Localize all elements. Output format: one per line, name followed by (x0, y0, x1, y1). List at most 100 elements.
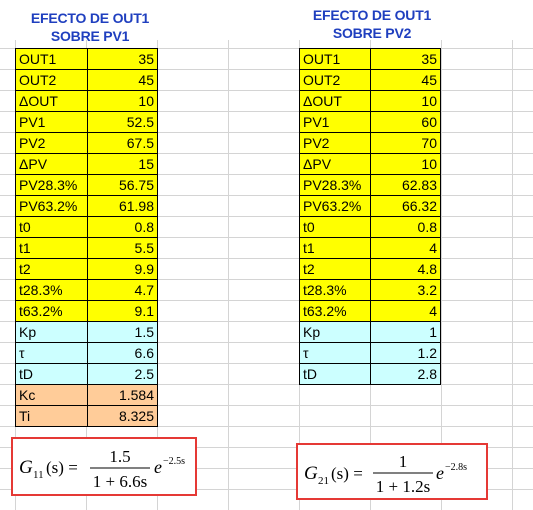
right-table-row: ΔPV 10 (299, 153, 442, 175)
parameter-label-cell[interactable]: PV1 (15, 111, 88, 133)
parameter-value-cell[interactable]: 9.9 (86, 258, 159, 280)
parameter-value-cell[interactable]: 2.8 (369, 363, 442, 385)
parameter-label-cell[interactable]: OUT1 (15, 48, 88, 70)
left-formula-exp-power: −2.5s (163, 456, 185, 467)
parameter-label-cell[interactable]: PV28.3% (15, 174, 88, 196)
parameter-value-cell[interactable]: 35 (86, 48, 159, 70)
parameter-label-cell[interactable]: t63.2% (15, 300, 88, 322)
right-table-row: PV1 60 (299, 111, 442, 133)
right-transfer-function: G 21 (s) = 1 1 + 1.2s e −2.8s (304, 452, 467, 496)
parameter-value-cell[interactable]: 1.5 (86, 321, 159, 343)
parameter-value-cell[interactable]: 61.98 (86, 195, 159, 217)
parameter-label-cell[interactable]: t1 (299, 237, 371, 259)
parameter-value-cell[interactable]: 3.2 (369, 279, 442, 301)
parameter-value-cell[interactable]: 60 (369, 111, 442, 133)
parameter-label-cell[interactable]: PV2 (15, 132, 88, 154)
left-title: EFECTO DE OUT1 SOBRE PV1 (14, 9, 166, 45)
parameter-value-cell[interactable]: 67.5 (86, 132, 159, 154)
left-table-row: Kp 1.5 (15, 321, 159, 343)
parameter-label-cell[interactable]: PV28.3% (299, 174, 371, 196)
parameter-value-cell[interactable]: 15 (86, 153, 159, 175)
parameter-label-cell[interactable]: PV2 (299, 132, 371, 154)
right-title-line2: SOBRE PV2 (332, 25, 412, 41)
parameter-label-cell[interactable]: t28.3% (15, 279, 88, 301)
parameter-label-cell[interactable]: Kc (15, 384, 88, 406)
parameter-label-cell[interactable]: ΔPV (299, 153, 371, 175)
parameter-value-cell[interactable]: 45 (86, 69, 159, 91)
left-table-row: t2 9.9 (15, 258, 159, 280)
left-title-line1: EFECTO DE OUT1 (30, 10, 150, 26)
parameter-value-cell[interactable]: 66.32 (369, 195, 442, 217)
left-parameter-table: OUT1 35 OUT2 45 ΔOUT 10 PV1 52.5 PV2 67.5 ΔPV 15 PV2… (15, 48, 159, 427)
parameter-label-cell[interactable]: ΔOUT (299, 90, 371, 112)
parameter-label-cell[interactable]: τ (15, 342, 88, 364)
parameter-value-cell[interactable]: 1.2 (369, 342, 442, 364)
left-table-row: tD 2.5 (15, 363, 159, 385)
right-table-row: t63.2% 4 (299, 300, 442, 322)
parameter-value-cell[interactable]: 45 (369, 69, 442, 91)
left-table-row: PV2 67.5 (15, 132, 159, 154)
parameter-value-cell[interactable]: 4.8 (369, 258, 442, 280)
parameter-value-cell[interactable]: 56.75 (86, 174, 159, 196)
parameter-value-cell[interactable]: 10 (369, 153, 442, 175)
parameter-label-cell[interactable]: OUT2 (15, 69, 88, 91)
parameter-label-cell[interactable]: t28.3% (299, 279, 371, 301)
right-table-row: OUT2 45 (299, 69, 442, 91)
parameter-label-cell[interactable]: tD (299, 363, 371, 385)
parameter-label-cell[interactable]: t1 (15, 237, 88, 259)
parameter-label-cell[interactable]: t0 (299, 216, 371, 238)
left-table-row: t28.3% 4.7 (15, 279, 159, 301)
parameter-value-cell[interactable]: 1 (369, 321, 442, 343)
right-table-row: OUT1 35 (299, 48, 442, 70)
parameter-value-cell[interactable]: 8.325 (86, 405, 159, 427)
parameter-label-cell[interactable]: PV1 (299, 111, 371, 133)
parameter-value-cell[interactable]: 10 (86, 90, 159, 112)
left-formula-denominator: 1 + 6.6s (93, 472, 147, 491)
parameter-label-cell[interactable]: t63.2% (299, 300, 371, 322)
right-formula-subscript: 21 (318, 475, 329, 487)
left-table-row: OUT2 45 (15, 69, 159, 91)
parameter-value-cell[interactable]: 2.5 (86, 363, 159, 385)
left-table-row: Kc 1.584 (15, 384, 159, 406)
parameter-label-cell[interactable]: Ti (15, 405, 88, 427)
right-formula-exp-base: e (436, 463, 444, 483)
right-table-row: PV28.3% 62.83 (299, 174, 442, 196)
parameter-label-cell[interactable]: t2 (15, 258, 88, 280)
parameter-label-cell[interactable]: t2 (299, 258, 371, 280)
parameter-label-cell[interactable]: t0 (15, 216, 88, 238)
parameter-label-cell[interactable]: tD (15, 363, 88, 385)
parameter-label-cell[interactable]: OUT2 (299, 69, 371, 91)
parameter-value-cell[interactable]: 35 (369, 48, 442, 70)
left-table-row: Ti 8.325 (15, 405, 159, 427)
parameter-label-cell[interactable]: ΔOUT (15, 90, 88, 112)
left-table-row: OUT1 35 (15, 48, 159, 70)
left-table-row: t0 0.8 (15, 216, 159, 238)
parameter-value-cell[interactable]: 0.8 (86, 216, 159, 238)
parameter-label-cell[interactable]: PV63.2% (299, 195, 371, 217)
parameter-value-cell[interactable]: 52.5 (86, 111, 159, 133)
parameter-value-cell[interactable]: 4 (369, 237, 442, 259)
left-table-row: ΔPV 15 (15, 153, 159, 175)
parameter-value-cell[interactable]: 0.8 (369, 216, 442, 238)
right-formula-exp-power: −2.8s (445, 462, 467, 473)
parameter-label-cell[interactable]: Kp (15, 321, 88, 343)
parameter-value-cell[interactable]: 4.7 (86, 279, 159, 301)
parameter-value-cell[interactable]: 5.5 (86, 237, 159, 259)
right-formula-arg: (s) = (331, 464, 363, 483)
right-title: EFECTO DE OUT1 SOBRE PV2 (296, 6, 448, 42)
parameter-value-cell[interactable]: 62.83 (369, 174, 442, 196)
parameter-value-cell[interactable]: 1.584 (86, 384, 159, 406)
parameter-label-cell[interactable]: ΔPV (15, 153, 88, 175)
parameter-label-cell[interactable]: PV63.2% (15, 195, 88, 217)
parameter-label-cell[interactable]: τ (299, 342, 371, 364)
parameter-value-cell[interactable]: 6.6 (86, 342, 159, 364)
left-formula-numerator: 1.5 (109, 447, 130, 466)
right-table-row: PV2 70 (299, 132, 442, 154)
parameter-label-cell[interactable]: OUT1 (299, 48, 371, 70)
parameter-label-cell[interactable]: Kp (299, 321, 371, 343)
parameter-value-cell[interactable]: 4 (369, 300, 442, 322)
parameter-value-cell[interactable]: 9.1 (86, 300, 159, 322)
parameter-value-cell[interactable]: 70 (369, 132, 442, 154)
parameter-value-cell[interactable]: 10 (369, 90, 442, 112)
right-table-row: Kp 1 (299, 321, 442, 343)
